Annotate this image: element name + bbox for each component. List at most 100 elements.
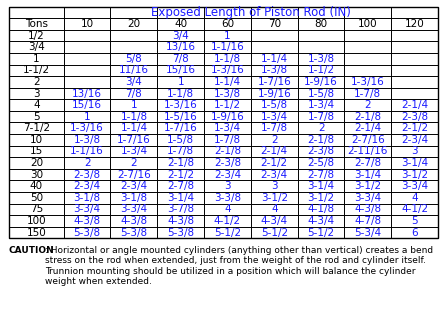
Text: 4-3/4: 4-3/4 [308,216,335,226]
Text: 10: 10 [30,135,43,145]
Text: 1-3/8: 1-3/8 [73,135,101,145]
Text: 20: 20 [127,19,140,29]
Text: 1-3/4: 1-3/4 [120,146,148,157]
Text: 1-7/8: 1-7/8 [214,135,241,145]
Text: 2-7/16: 2-7/16 [117,169,151,180]
Text: 2-3/4: 2-3/4 [73,181,101,191]
Text: 3: 3 [271,181,278,191]
Text: 60: 60 [221,19,234,29]
Text: 2-7/8: 2-7/8 [354,158,381,168]
Text: 1-1/4: 1-1/4 [261,54,288,64]
Text: 2: 2 [318,123,325,133]
Text: 3-1/2: 3-1/2 [354,181,381,191]
Text: 2-3/4: 2-3/4 [120,181,148,191]
Text: 2-1/2: 2-1/2 [167,169,194,180]
Text: 1-7/8: 1-7/8 [167,146,194,157]
Text: 100: 100 [358,19,378,29]
Text: 2-1/4: 2-1/4 [401,100,428,110]
Text: 2-3/4: 2-3/4 [401,135,428,145]
Text: 2-5/8: 2-5/8 [308,158,335,168]
Text: 2-1/8: 2-1/8 [167,158,194,168]
Text: 1-5/8: 1-5/8 [308,88,335,99]
Text: 2: 2 [131,158,137,168]
Text: 5-3/8: 5-3/8 [73,227,101,238]
Text: 2: 2 [33,77,40,87]
Text: 1-7/16: 1-7/16 [257,77,291,87]
Text: 75: 75 [30,204,43,214]
Text: 15/16: 15/16 [166,65,196,75]
Text: 5: 5 [33,112,40,122]
Text: 5-3/8: 5-3/8 [167,227,194,238]
Text: 1-3/8: 1-3/8 [308,54,335,64]
Text: 1-9/16: 1-9/16 [304,77,338,87]
Text: 4: 4 [411,193,418,203]
Text: 4-3/8: 4-3/8 [120,216,148,226]
Text: 5-3/4: 5-3/4 [354,227,381,238]
Text: 1-1/16: 1-1/16 [211,42,245,52]
Text: 1-3/16: 1-3/16 [351,77,385,87]
Text: 2-7/8: 2-7/8 [308,169,335,180]
Text: 1-3/16: 1-3/16 [164,100,198,110]
Text: 40: 40 [30,181,43,191]
Text: 120: 120 [405,19,425,29]
Text: 1-1/8: 1-1/8 [120,112,148,122]
Text: : Horizontal or angle mounted cylinders (anything other than vertical) creates a: : Horizontal or angle mounted cylinders … [46,246,434,286]
Text: 3-1/2: 3-1/2 [308,193,335,203]
Text: 5-1/2: 5-1/2 [308,227,335,238]
Text: 1-7/8: 1-7/8 [261,123,288,133]
Text: 1-1/4: 1-1/4 [120,123,148,133]
Text: 2-3/4: 2-3/4 [261,169,288,180]
Text: 13/16: 13/16 [72,88,102,99]
Text: 1-1/8: 1-1/8 [214,54,241,64]
Text: 1-5/8: 1-5/8 [261,100,288,110]
Text: 3/4: 3/4 [126,77,142,87]
Text: 20: 20 [30,158,43,168]
Text: 3-1/8: 3-1/8 [73,193,101,203]
Text: 1-1/2: 1-1/2 [308,65,335,75]
Text: 3-3/4: 3-3/4 [401,181,428,191]
Text: 3-3/8: 3-3/8 [214,193,241,203]
Text: 4: 4 [224,204,231,214]
Text: 3/4: 3/4 [172,30,189,41]
Text: 1-3/4: 1-3/4 [308,100,335,110]
Text: 2-3/8: 2-3/8 [308,146,335,157]
Text: 1-1/8: 1-1/8 [167,88,194,99]
Text: 1-1/2: 1-1/2 [23,65,50,75]
Text: 1: 1 [131,100,137,110]
Text: 2-3/8: 2-3/8 [73,169,101,180]
Text: 50: 50 [30,193,43,203]
Text: 1-7/8: 1-7/8 [354,88,381,99]
Text: 4-3/4: 4-3/4 [261,216,288,226]
Text: 1-3/8: 1-3/8 [261,65,288,75]
Text: 1: 1 [177,77,184,87]
Text: 2-1/2: 2-1/2 [261,158,288,168]
Text: 2: 2 [271,135,278,145]
Text: 3-3/4: 3-3/4 [354,193,381,203]
Text: 3-1/2: 3-1/2 [261,193,288,203]
Text: 4: 4 [271,204,278,214]
Text: 2: 2 [84,158,90,168]
Text: 1-5/16: 1-5/16 [164,112,198,122]
Text: 2-1/4: 2-1/4 [354,123,381,133]
Text: 1-3/4: 1-3/4 [261,112,288,122]
Text: 1-7/8: 1-7/8 [308,112,335,122]
Text: 1-9/16: 1-9/16 [211,112,245,122]
Text: 70: 70 [268,19,281,29]
Text: 4-7/8: 4-7/8 [354,216,381,226]
Text: 3-1/4: 3-1/4 [401,158,428,168]
Text: 2: 2 [365,100,371,110]
Text: 3-1/2: 3-1/2 [401,169,428,180]
Text: 3-7/8: 3-7/8 [167,204,194,214]
Text: 2-1/8: 2-1/8 [214,146,241,157]
Text: 1: 1 [224,30,231,41]
Text: 4-1/2: 4-1/2 [401,204,428,214]
Text: 5-1/2: 5-1/2 [214,227,241,238]
Text: 4-3/8: 4-3/8 [354,204,381,214]
Text: 13/16: 13/16 [166,42,196,52]
Text: 2-7/16: 2-7/16 [351,135,385,145]
Text: 2-1/8: 2-1/8 [354,112,381,122]
Text: 5/8: 5/8 [126,54,142,64]
Text: 15: 15 [30,146,43,157]
Text: 2-7/8: 2-7/8 [167,181,194,191]
Text: 3-3/4: 3-3/4 [73,204,101,214]
